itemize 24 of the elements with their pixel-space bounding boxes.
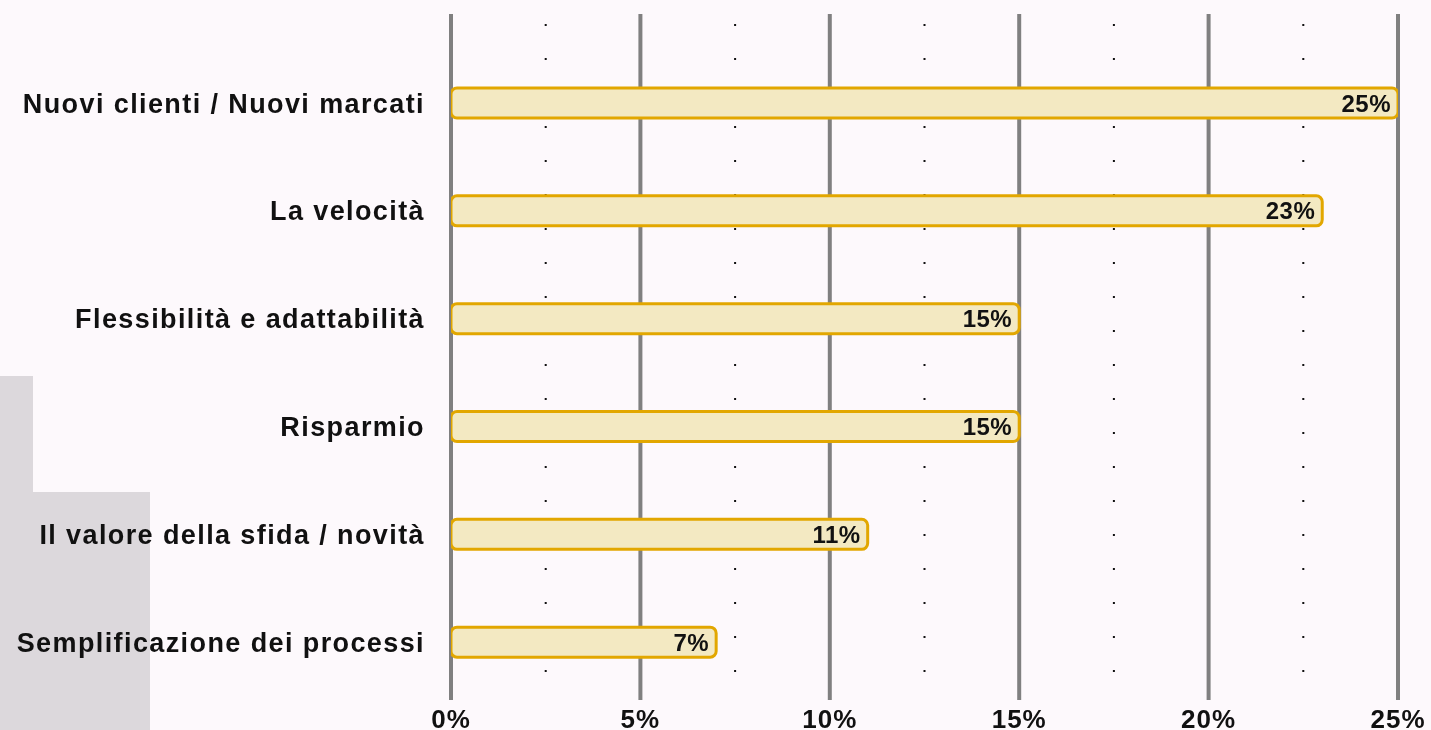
y-tick-label: Flessibilità e adattabilità: [75, 304, 425, 335]
data-label: 25%: [1341, 89, 1391, 117]
bar: [451, 302, 1021, 336]
bar: [451, 625, 718, 659]
data-label: 11%: [812, 520, 861, 548]
bar: [451, 517, 870, 551]
x-tick-label: 5%: [620, 704, 661, 730]
data-label: 23%: [1265, 197, 1316, 225]
bar: [451, 194, 1324, 228]
x-tick-label: 25%: [1370, 704, 1426, 730]
y-tick-label: Risparmio: [280, 412, 425, 442]
data-label: 15%: [962, 413, 1013, 441]
bar: [451, 410, 1021, 443]
y-tick-label: Il valore della sfida / novità: [39, 519, 425, 550]
y-tick-label: Nuovi clienti / Nuovi marcati: [22, 88, 425, 119]
x-tick-label: 0%: [431, 704, 471, 730]
x-tick-label: 15%: [991, 704, 1047, 730]
data-label: 7%: [673, 628, 710, 656]
bar: [451, 86, 1398, 120]
x-tick-label: 10%: [802, 704, 858, 730]
y-tick-label: La velocità: [270, 196, 425, 227]
data-label: 15%: [962, 305, 1013, 333]
y-tick-label: Semplificazione dei processi: [16, 627, 425, 658]
x-tick-label: 20%: [1181, 704, 1237, 730]
